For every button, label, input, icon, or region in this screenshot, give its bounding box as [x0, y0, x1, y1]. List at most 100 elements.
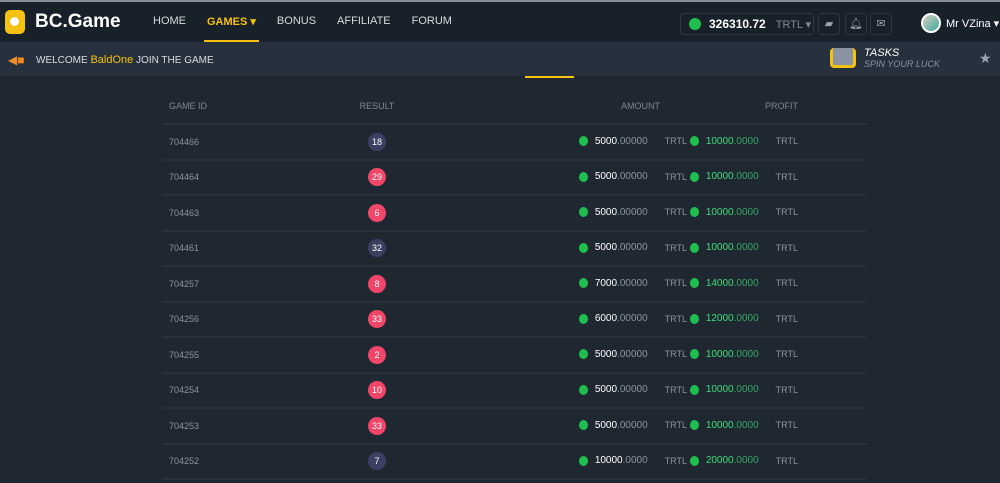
history-table: GAME ID RESULT AMOUNT PROFIT 704466 18 5… — [162, 88, 866, 480]
trtl-coin-icon — [689, 349, 699, 359]
game-id[interactable]: 704461 — [162, 230, 332, 267]
game-id[interactable]: 704463 — [162, 195, 332, 232]
top-bar: BC.Game HOME GAMES ▾ BONUS AFFILIATE FOR… — [0, 0, 1000, 43]
mail-icon[interactable]: ✉ — [870, 13, 892, 35]
amount: 7000.00000 TRTL — [578, 278, 687, 289]
result-badge: 6 — [368, 203, 386, 222]
amount: 5000.00000 TRTL — [578, 171, 687, 182]
welcome-bar: ◀■ WELCOME BaldOne JOIN THE GAME TASKS SP… — [0, 42, 1000, 76]
bell-icon[interactable]: 🔔︎ — [845, 13, 867, 35]
trtl-coin-icon — [689, 455, 699, 466]
trtl-coin-icon — [578, 313, 588, 324]
table-row[interactable]: 704466 18 5000.00000 TRTL 10000.0000 TRTL — [162, 124, 866, 161]
trtl-coin-icon — [578, 384, 588, 395]
profit: 10000.0000 TRTL — [689, 242, 798, 253]
trtl-coin-icon — [689, 171, 699, 182]
game-id[interactable]: 704257 — [162, 266, 332, 303]
table-row[interactable]: 704257 8 7000.00000 TRTL 14000.0000 TRTL — [162, 266, 866, 303]
nav-forum[interactable]: FORUM — [411, 15, 452, 27]
game-id[interactable]: 704256 — [162, 301, 332, 338]
trtl-coin-icon — [689, 136, 699, 146]
amount: 5000.00000 TRTL — [578, 136, 687, 147]
trtl-coin-icon — [689, 420, 699, 430]
profit: 20000.0000 TRTL — [689, 455, 798, 466]
nav-games[interactable]: GAMES ▾ — [204, 16, 259, 43]
trtl-coin-icon — [689, 18, 701, 30]
amount: 6000.00000 TRTL — [578, 313, 687, 324]
amount: 10000.0000 TRTL — [578, 455, 687, 466]
user-menu[interactable]: Mr VZina ▾ — [921, 13, 999, 33]
trtl-coin-icon — [578, 171, 588, 182]
active-tab-indicator — [525, 76, 574, 78]
profit: 14000.0000 TRTL — [689, 278, 798, 289]
game-id[interactable]: 704254 — [162, 372, 332, 409]
table-row[interactable]: 704252 7 10000.0000 TRTL 20000.0000 TRTL — [162, 443, 866, 480]
logo-icon — [5, 10, 25, 34]
trtl-coin-icon — [689, 278, 699, 288]
trtl-coin-icon — [689, 242, 699, 253]
amount: 5000.00000 TRTL — [578, 420, 687, 431]
trtl-coin-icon — [578, 207, 588, 217]
table-row[interactable]: 704464 29 5000.00000 TRTL 10000.0000 TRTL — [162, 159, 866, 196]
profit: 10000.0000 TRTL — [689, 207, 798, 218]
trtl-coin-icon — [578, 136, 588, 146]
nav-home[interactable]: HOME — [153, 15, 186, 27]
username: Mr VZina ▾ — [946, 17, 1000, 30]
trtl-coin-icon — [689, 384, 699, 395]
game-id[interactable]: 704252 — [162, 443, 332, 480]
col-game-id: GAME ID — [162, 88, 332, 125]
result-badge: 8 — [368, 274, 386, 293]
nav-bonus[interactable]: BONUS — [276, 15, 317, 27]
game-id[interactable]: 704255 — [162, 337, 332, 374]
game-id[interactable]: 704464 — [162, 159, 332, 196]
logo-text: BC.Game — [35, 11, 121, 32]
profit: 12000.0000 TRTL — [689, 313, 798, 324]
amount: 5000.00000 TRTL — [578, 242, 687, 253]
trtl-coin-icon — [578, 349, 588, 359]
result-badge: 32 — [368, 239, 386, 258]
game-id[interactable]: 704466 — [162, 124, 332, 161]
result-badge: 33 — [368, 416, 386, 435]
chest-icon — [830, 48, 856, 68]
main-nav: HOME GAMES ▾ BONUS AFFILIATE FORUM — [153, 15, 473, 43]
result-badge: 29 — [368, 168, 386, 187]
profit: 10000.0000 TRTL — [689, 136, 798, 147]
trtl-coin-icon — [578, 278, 588, 288]
avatar — [921, 13, 941, 33]
tasks-button[interactable]: TASKS SPIN YOUR LUCK — [830, 47, 940, 69]
col-amount: AMOUNT — [422, 88, 687, 125]
table-row[interactable]: 704463 6 5000.00000 TRTL 10000.0000 TRTL — [162, 195, 866, 232]
trtl-coin-icon — [578, 420, 588, 430]
star-icon[interactable]: ★ — [979, 50, 992, 66]
table-row[interactable]: 704255 2 5000.00000 TRTL 10000.0000 TRTL — [162, 337, 866, 374]
megaphone-icon: ◀■ — [8, 53, 25, 67]
profit: 10000.0000 TRTL — [689, 384, 798, 395]
result-badge: 10 — [368, 381, 386, 400]
profit: 10000.0000 TRTL — [689, 171, 798, 182]
balance-value: 326310.72 — [709, 17, 766, 31]
trtl-coin-icon — [689, 207, 699, 217]
amount: 5000.00000 TRTL — [578, 207, 687, 218]
profit: 10000.0000 TRTL — [689, 349, 798, 360]
result-badge: 7 — [368, 452, 386, 471]
table-row[interactable]: 704253 33 5000.00000 TRTL 10000.0000 TRTL — [162, 408, 866, 445]
trtl-coin-icon — [578, 242, 588, 253]
welcome-text: WELCOME BaldOne JOIN THE GAME — [36, 54, 214, 66]
table-row[interactable]: 704254 10 5000.00000 TRTL 10000.0000 TRTL — [162, 372, 866, 409]
logo[interactable]: BC.Game — [5, 10, 121, 34]
result-badge: 33 — [368, 310, 386, 329]
result-badge: 18 — [368, 132, 386, 151]
amount: 5000.00000 TRTL — [578, 384, 687, 395]
nav-affiliate[interactable]: AFFILIATE — [337, 15, 391, 27]
table-row[interactable]: 704461 32 5000.00000 TRTL 10000.0000 TRTL — [162, 230, 866, 267]
balance-selector[interactable]: 326310.72 TRTL ▾ — [680, 13, 814, 35]
col-result: RESULT — [332, 88, 422, 125]
wallet-icon[interactable]: ▰ — [818, 13, 840, 35]
col-profit: PROFIT — [687, 88, 866, 125]
table-row[interactable]: 704256 33 6000.00000 TRTL 12000.0000 TRTL — [162, 301, 866, 338]
result-badge: 2 — [368, 345, 386, 364]
trtl-coin-icon — [689, 313, 699, 324]
currency-dropdown[interactable]: TRTL ▾ — [775, 18, 812, 31]
trtl-coin-icon — [578, 455, 588, 466]
game-id[interactable]: 704253 — [162, 408, 332, 445]
